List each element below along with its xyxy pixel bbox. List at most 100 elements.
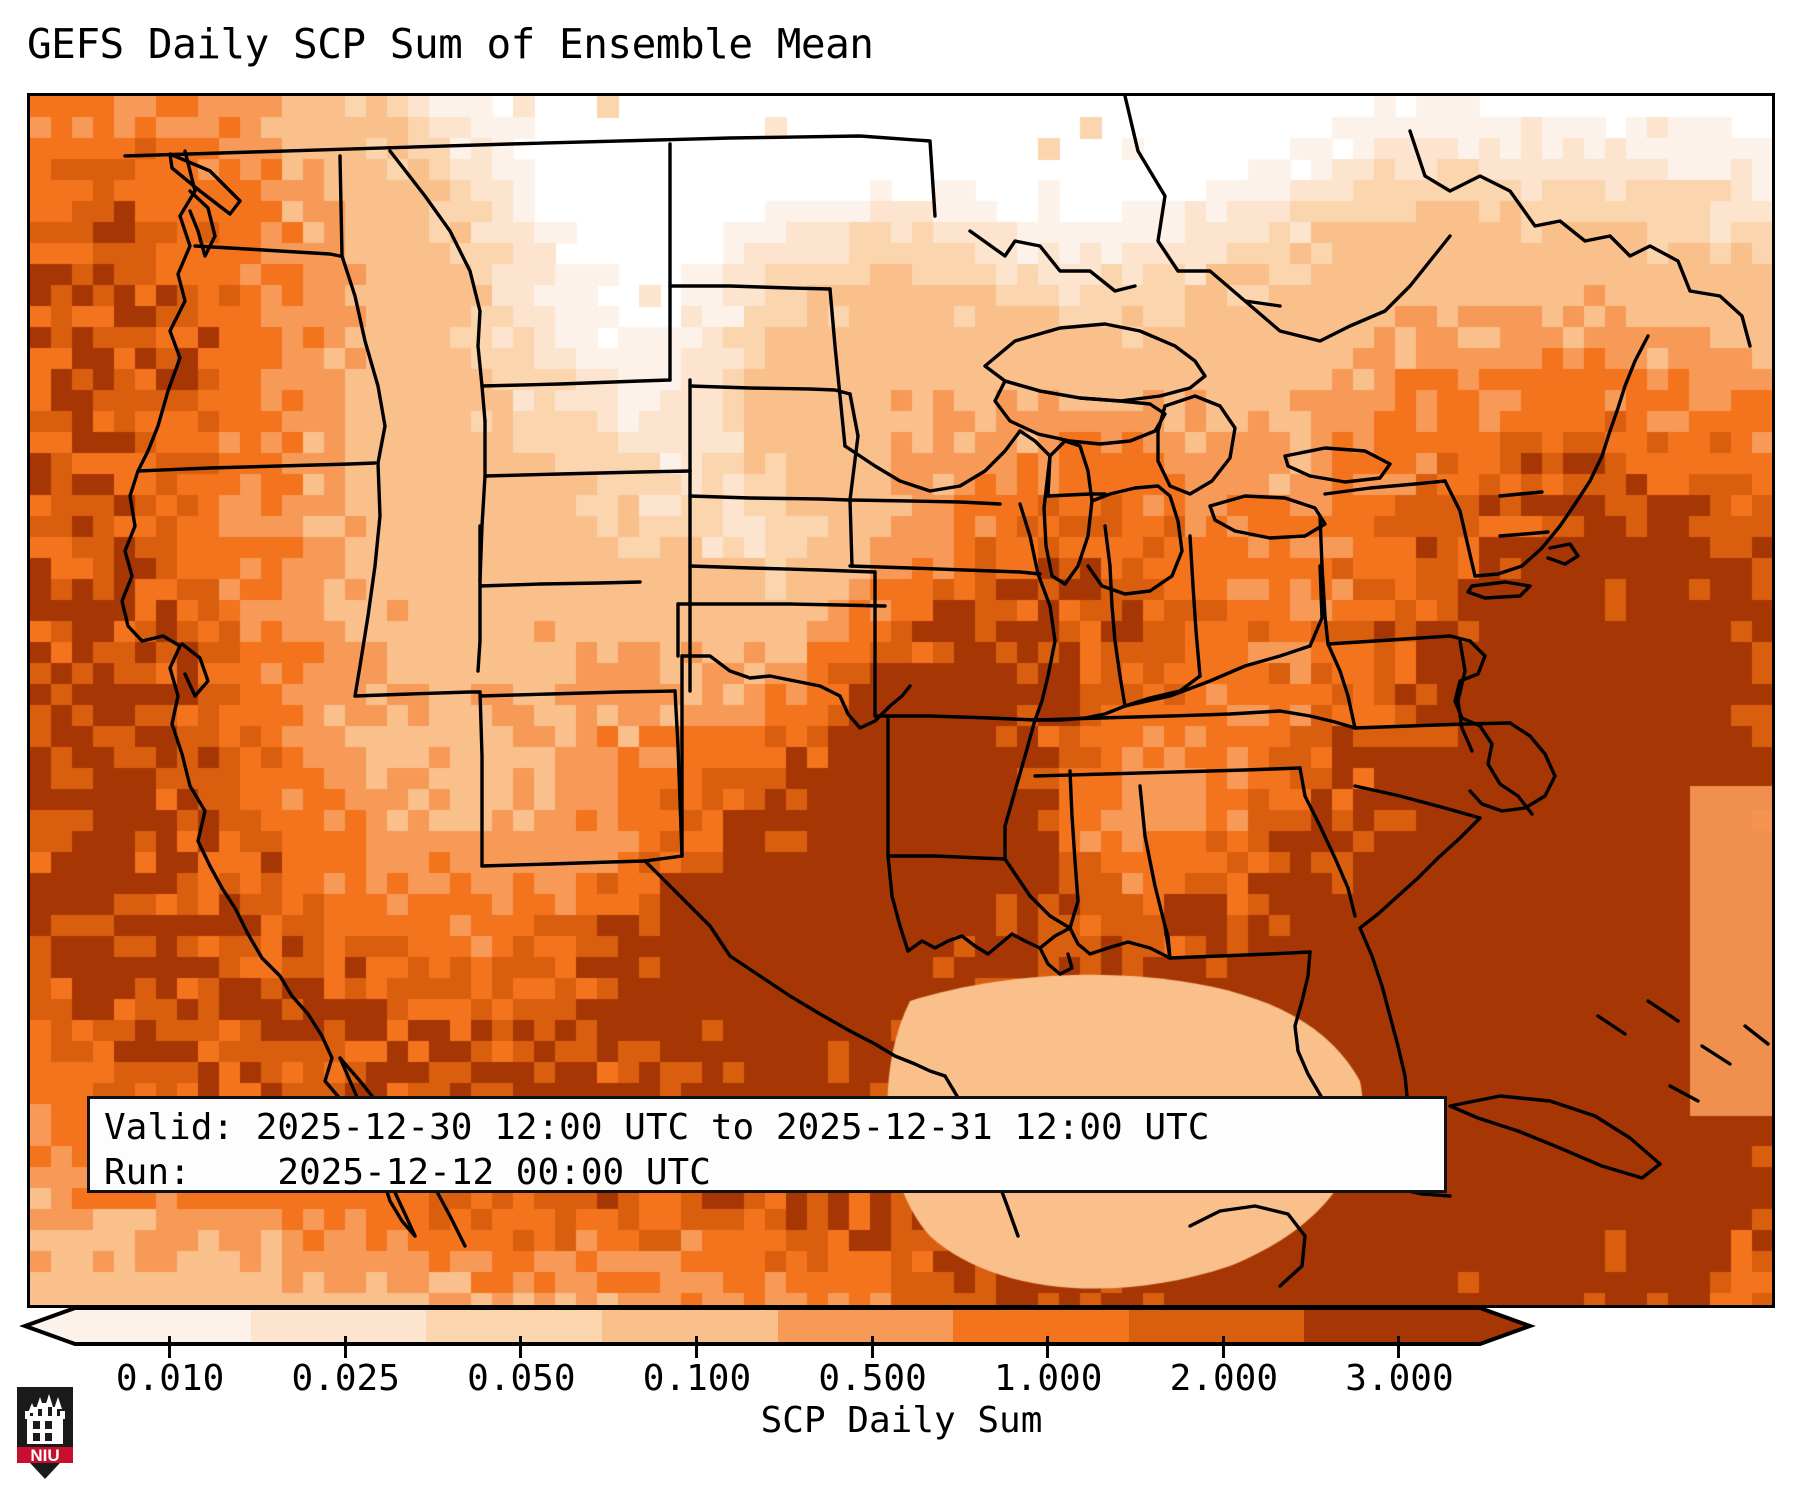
colorbar-tick (1397, 1336, 1401, 1358)
ar-la-border (886, 854, 1007, 861)
mo-il-mississippi (1033, 572, 1057, 722)
nc-coast (1468, 721, 1557, 813)
colorbar-tick-label: 0.500 (818, 1358, 927, 1399)
or-ca-border (136, 461, 377, 473)
colorbar-tick-label: 0.050 (467, 1358, 576, 1399)
la-tx-border (886, 854, 910, 953)
al-fl-panhandle (1163, 924, 1172, 960)
lake-erie (1208, 494, 1327, 540)
il-wi-border (1046, 492, 1107, 498)
canada-ne-coast (1408, 129, 1752, 348)
logo-castle-windows (33, 1421, 52, 1441)
map-panel: Valid: 2025-12-30 12:00 UTC to 2025-12-3… (27, 93, 1775, 1308)
colorbar-segment (75, 1308, 252, 1344)
va-nc-border (1353, 721, 1512, 730)
ks-ok-border (688, 564, 877, 574)
colorbar-tick-label: 0.100 (642, 1358, 752, 1399)
ia-mo-border (848, 564, 1042, 576)
colorbar-tick (870, 1336, 874, 1358)
page-title: GEFS Daily SCP Sum of Ensemble Mean (27, 20, 874, 68)
in-ky (1123, 674, 1202, 708)
colorbar-tick (343, 1336, 347, 1358)
nm-south (480, 859, 647, 868)
ga-sc-border (1298, 766, 1357, 918)
chesapeake (1456, 639, 1474, 753)
la-ms-south (1068, 899, 1080, 930)
il-in-border (1103, 524, 1127, 708)
colorbar-title: SCP Daily Sum (760, 1400, 1043, 1441)
co-nm-border (478, 689, 677, 698)
il-ky-ohio-river (1033, 704, 1127, 722)
nc-va-appalachia (1278, 709, 1357, 730)
cuba (1448, 1094, 1662, 1180)
wa-or-border (193, 244, 342, 258)
ne-states-lines (1498, 490, 1550, 538)
mn-wi-border (843, 429, 1022, 493)
wy-south (483, 469, 692, 478)
mt-wy-border (480, 378, 672, 388)
michigan-lower (1086, 484, 1184, 596)
lake-superior (983, 322, 1207, 403)
ms-la-east (1003, 857, 1072, 930)
ne-ks-border (688, 494, 852, 502)
mn-ia-border (848, 498, 1002, 506)
sc-coast (1358, 816, 1482, 930)
ny-east (1443, 479, 1477, 578)
colorbar-left-cap (25, 1308, 75, 1344)
colorbar-panel: 0.010 0.025 0.050 0.100 0.500 1.000 2.000 3.000… (0, 1300, 1803, 1500)
ia-il-border (1018, 502, 1040, 576)
wv-va (1326, 642, 1357, 730)
colorbar-segment (1304, 1308, 1481, 1344)
lake-michigan (1042, 439, 1094, 586)
colorbar-tick-label: 0.010 (115, 1358, 225, 1399)
ms-al-border (1068, 769, 1080, 903)
colorbar-tick (1046, 1336, 1050, 1358)
lake-huron (1156, 394, 1237, 496)
valid-run-info-box: Valid: 2025-12-30 12:00 UTC to 2025-12-3… (87, 1096, 1447, 1193)
colorbar-tick-label: 3.000 (1345, 1358, 1454, 1399)
colorbar-gradient (75, 1308, 1481, 1344)
ky-tn-oh (1123, 644, 1312, 708)
sd-ne-border (688, 384, 852, 396)
colorbar-tick (1221, 1336, 1225, 1358)
canada-lakes-north (968, 229, 1137, 293)
ne-ia-river (848, 392, 860, 502)
ar-ms-river (1003, 718, 1037, 861)
long-island (1466, 580, 1532, 600)
michigan-upper (993, 379, 1167, 446)
nc-sc-border (1353, 784, 1482, 820)
cape-cod (1546, 542, 1580, 566)
us-canada-border (123, 134, 937, 218)
ut-co-border (478, 580, 642, 588)
colorbar-tick-label: 2.000 (1169, 1358, 1279, 1399)
colorbar-segment (250, 1308, 427, 1344)
nd-sd-border (668, 284, 832, 291)
nm-east (643, 689, 684, 863)
logo-red-banner (17, 1447, 73, 1463)
wv-oh-river (1308, 564, 1324, 648)
az-nm-border (478, 690, 484, 868)
pa-south (1326, 634, 1452, 646)
niu-logo: NIU (17, 1387, 73, 1479)
tn-south (1033, 766, 1302, 778)
id-mt-border (388, 149, 487, 423)
bahamas (1596, 999, 1770, 1103)
colorbar-tick (168, 1336, 172, 1358)
canada-coast-north (1123, 96, 1282, 308)
pacific-coast (120, 149, 310, 1016)
ga-fl-border (1168, 950, 1312, 960)
colorbar-tick (519, 1336, 523, 1358)
pa-ny-border (1323, 479, 1447, 496)
yucatan (1188, 1204, 1307, 1288)
nv-ut-border (476, 524, 482, 673)
colorbar-segment (426, 1308, 603, 1344)
mo-ar-border (873, 714, 1037, 722)
tx-coast (848, 1029, 947, 1078)
mn-nd-border (828, 287, 847, 448)
ut-az-border (353, 690, 482, 698)
vancouver-island (168, 152, 242, 216)
sf-bay (180, 642, 210, 698)
colorbar-segment (777, 1308, 954, 1344)
ok-ks-line (676, 602, 887, 608)
wa-id-border (338, 154, 344, 258)
